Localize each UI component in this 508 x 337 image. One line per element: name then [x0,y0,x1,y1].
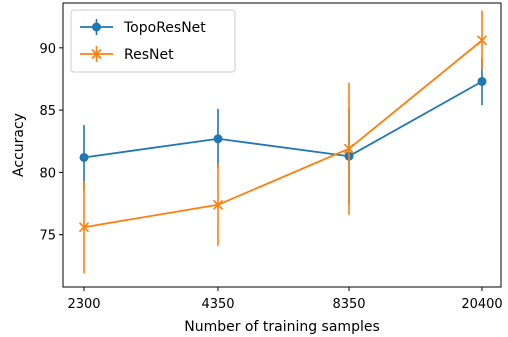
x-axis: 2300 4350 8350 20400 [67,287,503,312]
toporesnet-point [477,76,487,86]
toporesnet-point [79,152,89,162]
y-axis-title: Accuracy [11,113,27,177]
legend-box [70,9,236,73]
toporesnet-point [213,134,223,144]
resnet-point-stroke [78,222,90,233]
x-tick-label: 4350 [201,297,234,312]
resnet-point-stroke [343,143,355,154]
y-tick-label: 85 [39,104,56,119]
series-layer [78,10,488,274]
legend-label-resnet: ResNet [124,47,174,63]
y-tick-label: 75 [39,229,56,244]
x-axis-title: Number of training samples [184,319,380,335]
x-tick-label: 20400 [461,297,502,312]
resnet-point [343,143,355,154]
legend-marker-resnet [91,48,102,60]
resnet-line [83,39,483,229]
legend-item-toporesnet: TopoResNet [80,19,206,36]
resnet-point-stroke [476,35,488,46]
y-tick-label: 90 [39,42,56,57]
y-tick-label: 80 [39,166,56,181]
resnet-point [78,222,90,233]
x-tick-label: 2300 [67,297,100,312]
resnet-point [212,199,224,210]
resnet-point [476,35,488,46]
toporesnet-line [83,80,483,159]
legend-marker-resnet-stroke [91,48,102,60]
legend-marker-toporesnet [92,22,101,32]
legend-label-toporesnet: TopoResNet [123,20,206,36]
legend: TopoResNet ResNet [70,9,236,73]
series-resnet [78,10,488,274]
resnet-point-stroke [212,199,224,210]
x-tick-label: 8350 [332,297,365,312]
series-toporesnet [79,57,487,204]
legend-item-resnet: ResNet [80,46,174,63]
y-axis: 75 80 85 90 [39,42,63,244]
